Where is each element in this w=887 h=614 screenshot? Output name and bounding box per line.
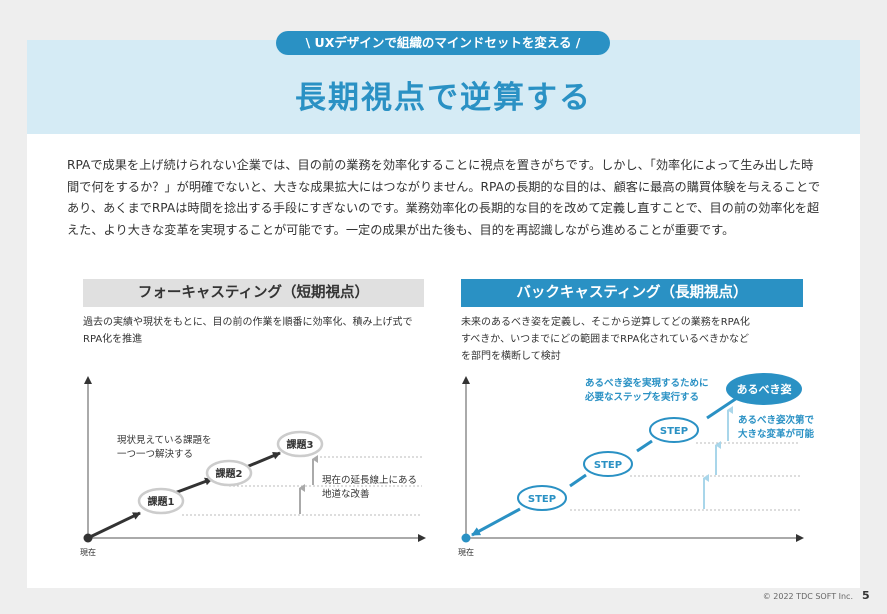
forecasting-description: 過去の実績や現状をもとに、目の前の作業を順番に効率化、積み上げ式でRPA化を推進 (83, 317, 413, 345)
body-paragraph: RPAで成果を上げ続けられない企業では、目の前の業務を効率化することに視点を置き… (67, 158, 821, 237)
forecasting-arrow (243, 451, 281, 470)
backcasting-description-line3: を部門を横断して検討 (461, 351, 561, 362)
forecasting-annotation-right-line2: 地道な改善 (322, 488, 370, 500)
forecasting-origin-label: 現在 (80, 547, 96, 557)
backcasting-goal (726, 373, 802, 405)
backcasting-arrow (471, 507, 521, 537)
backcasting-description-line1: 未来のあるべき姿を定義し、そこから逆算してどの業務をRPA化 (461, 317, 750, 328)
header-band (27, 40, 860, 134)
footer-copyright: © 2022 TDC SOFT Inc. (762, 592, 853, 601)
backcasting-step-2 (583, 451, 633, 477)
forecasting-step-3 (276, 430, 324, 458)
backcasting-path (569, 473, 587, 488)
backcasting-step-2-label: STEP (594, 460, 622, 471)
forecasting-step-1-label: 課題1 (148, 495, 175, 508)
forecasting-arrow (89, 511, 141, 539)
backcasting-origin-label: 現在 (458, 547, 474, 557)
backcasting-label: バックキャスティング（長期視点） (461, 279, 803, 307)
backcasting-origin-dot (461, 533, 471, 543)
forecasting-step-1 (137, 487, 185, 515)
backcasting-description: 未来のあるべき姿を定義し、そこから逆算してどの業務をRPA化 すべきか、いつまで… (461, 314, 806, 365)
backcasting-annotation-right-line2: 大きな変革が可能 (738, 428, 815, 440)
backcasting-annotation-top-line1: あるべき姿を実現するために (585, 377, 709, 389)
backcasting-description-line2: すべきか、いつまでにどの範囲までRPA化されているべきかなど (461, 334, 749, 345)
forecasting-arrow (171, 477, 213, 496)
forecasting-label: フォーキャスティング（短期視点） (83, 279, 424, 307)
backcasting-path (706, 396, 738, 420)
backcasting-goal-label: あるべき姿 (737, 382, 792, 396)
forecasting-step-3-label: 課題3 (287, 438, 314, 451)
forecasting-annotation-top-line2: 一つ一つ解決する (117, 448, 193, 460)
backcasting-step-3-label: STEP (660, 426, 688, 437)
forecasting-step-2 (205, 459, 253, 487)
banner-pill: \ UXデザインで組織のマインドセットを変える / (276, 31, 610, 55)
backcasting-step-1 (517, 485, 567, 511)
forecasting-diagram: 課題1 課題2 課題3 現状見えている課題を 一つ一つ解決する 現在の延長線上に… (80, 376, 426, 557)
backcasting-annotation-right-line1: あるべき姿次第で (738, 414, 815, 426)
backcasting-diagram: あるべき姿 STEP STEP STEP あるべき姿を実現するために 必要なステ… (458, 373, 815, 557)
backcasting-step-3 (649, 417, 699, 443)
forecasting-annotation-right-line1: 現在の延長線上にある (322, 474, 417, 486)
forecasting-annotation-top-line1: 現状見えている課題を (117, 434, 212, 446)
page-title: 長期視点で逆算する (295, 80, 592, 116)
backcasting-annotation-top-line2: 必要なステップを実行する (584, 391, 699, 403)
backcasting-path (636, 439, 653, 453)
page-number: 5 (862, 589, 870, 602)
backcasting-step-1-label: STEP (528, 494, 556, 505)
forecasting-step-2-label: 課題2 (216, 467, 243, 480)
forecasting-origin-dot (83, 533, 93, 543)
